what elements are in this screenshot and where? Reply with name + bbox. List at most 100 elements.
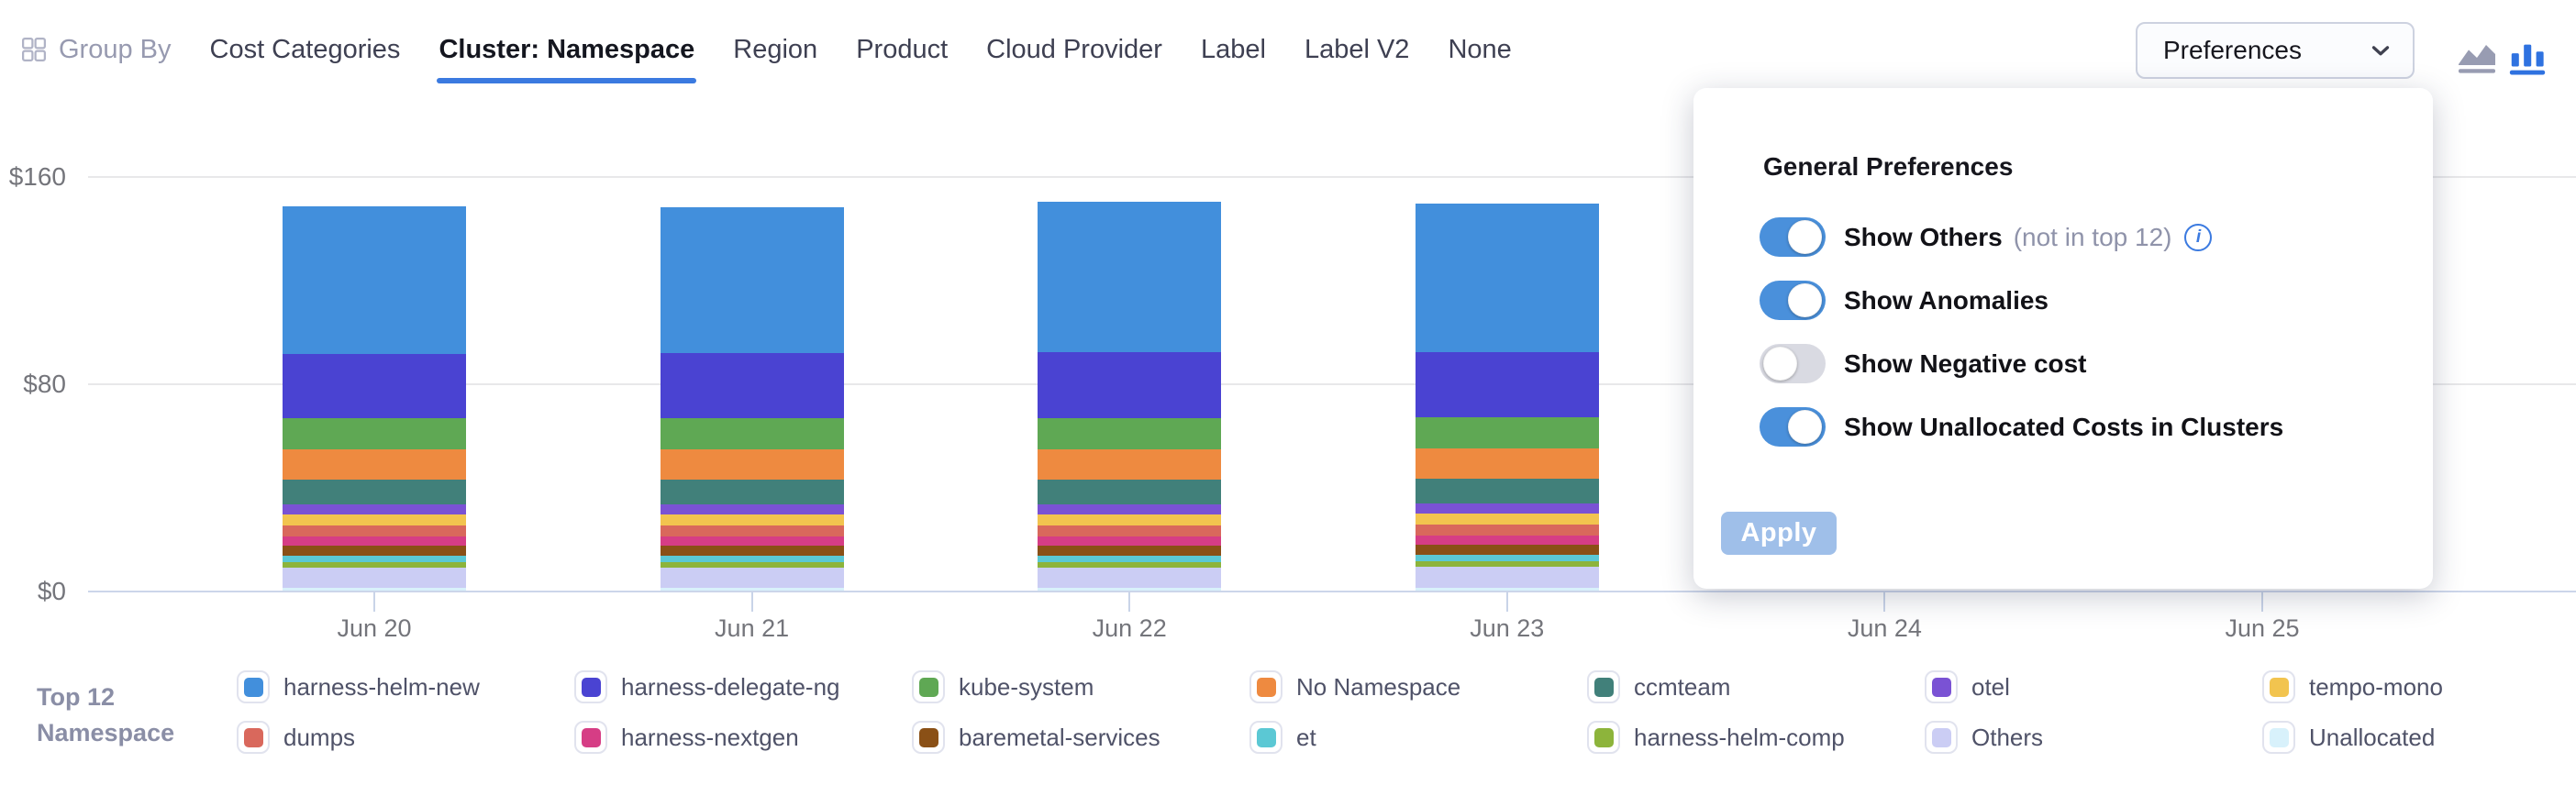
bar-segment-harness-helm-comp[interactable] bbox=[1038, 561, 1222, 568]
legend-item-others[interactable]: Others bbox=[1925, 721, 2043, 754]
bar-segment-no-namespace[interactable] bbox=[660, 448, 844, 480]
bar-segment-harness-helm-comp[interactable] bbox=[1415, 560, 1599, 567]
bar-segment-et[interactable] bbox=[1415, 554, 1599, 561]
bar-segment-et[interactable] bbox=[1038, 555, 1222, 562]
bar-segment-others[interactable] bbox=[1038, 567, 1222, 588]
bar-segment-kube-system[interactable] bbox=[660, 417, 844, 449]
bar-segment-otel[interactable] bbox=[283, 504, 466, 515]
bar-segment-baremetal-services[interactable] bbox=[283, 545, 466, 556]
info-icon[interactable]: i bbox=[2184, 223, 2213, 251]
legend-item-harness-helm-comp[interactable]: harness-helm-comp bbox=[1587, 721, 1845, 754]
bar-jun-22[interactable] bbox=[1038, 201, 1222, 591]
bar-segment-kube-system[interactable] bbox=[1038, 417, 1222, 449]
bar-segment-no-namespace[interactable] bbox=[1038, 448, 1222, 480]
legend-item-dumps[interactable]: dumps bbox=[237, 721, 355, 754]
bar-segment-harness-nextgen[interactable] bbox=[1415, 535, 1599, 545]
bar-chart-icon[interactable] bbox=[2506, 37, 2548, 82]
show-negative-cost-toggle[interactable] bbox=[1760, 344, 1826, 383]
legend-item-otel[interactable]: otel bbox=[1925, 670, 2010, 703]
bar-jun-20[interactable] bbox=[283, 205, 466, 591]
bar-segment-otel[interactable] bbox=[1415, 503, 1599, 514]
bar-segment-baremetal-services[interactable] bbox=[660, 545, 844, 556]
legend-color-chip bbox=[1925, 670, 1958, 703]
bar-segment-otel[interactable] bbox=[660, 503, 844, 514]
bar-segment-unallocated[interactable] bbox=[660, 587, 844, 591]
bar-segment-harness-delegate-ng[interactable] bbox=[1038, 351, 1222, 418]
bar-segment-tempo-mono[interactable] bbox=[283, 514, 466, 526]
bar-segment-harness-nextgen[interactable] bbox=[1038, 536, 1222, 546]
tab-cloud-provider[interactable]: Cloud Provider bbox=[986, 34, 1162, 64]
apply-button[interactable]: Apply bbox=[1721, 512, 1837, 555]
x-axis-label: Jun 21 bbox=[715, 614, 790, 642]
bar-segment-unallocated[interactable] bbox=[1038, 587, 1222, 591]
toggle-label-text: Show Negative cost bbox=[1844, 348, 2087, 378]
legend-item-ccmteam[interactable]: ccmteam bbox=[1587, 670, 1730, 703]
bar-segment-harness-helm-new[interactable] bbox=[283, 205, 466, 354]
toggle-label-suffix: (not in top 12) bbox=[2013, 222, 2172, 251]
tab-label[interactable]: Label bbox=[1200, 34, 1266, 64]
bar-segment-dumps[interactable] bbox=[1415, 524, 1599, 536]
bar-segment-others[interactable] bbox=[660, 567, 844, 588]
bar-segment-otel[interactable] bbox=[1038, 503, 1222, 514]
bar-segment-kube-system[interactable] bbox=[283, 418, 466, 450]
bar-segment-harness-nextgen[interactable] bbox=[660, 536, 844, 546]
bar-segment-harness-helm-comp[interactable] bbox=[283, 562, 466, 568]
bar-segment-no-namespace[interactable] bbox=[283, 449, 466, 481]
bar-segment-unallocated[interactable] bbox=[1415, 587, 1599, 591]
gridline bbox=[88, 383, 2576, 385]
bar-jun-21[interactable] bbox=[660, 206, 844, 591]
bar-segment-no-namespace[interactable] bbox=[1415, 448, 1599, 479]
legend-item-harness-delegate-ng[interactable]: harness-delegate-ng bbox=[574, 670, 840, 703]
bar-segment-ccmteam[interactable] bbox=[283, 480, 466, 505]
bar-segment-harness-helm-new[interactable] bbox=[1415, 204, 1599, 353]
legend-item-tempo-mono[interactable]: tempo-mono bbox=[2262, 670, 2443, 703]
bar-segment-kube-system[interactable] bbox=[1415, 416, 1599, 448]
bar-segment-harness-delegate-ng[interactable] bbox=[660, 353, 844, 418]
bar-segment-baremetal-services[interactable] bbox=[1415, 544, 1599, 555]
bar-segment-tempo-mono[interactable] bbox=[1415, 514, 1599, 525]
bar-segment-others[interactable] bbox=[283, 567, 466, 588]
legend-item-label: kube-system bbox=[959, 672, 1094, 701]
legend-item-kube-system[interactable]: kube-system bbox=[912, 670, 1094, 703]
show-unallocated-costs-in-clusters-toggle[interactable] bbox=[1760, 407, 1826, 447]
legend-item-baremetal-services[interactable]: baremetal-services bbox=[912, 721, 1160, 754]
legend-item-harness-nextgen[interactable]: harness-nextgen bbox=[574, 721, 799, 754]
bar-segment-et[interactable] bbox=[283, 555, 466, 563]
preferences-button[interactable]: Preferences bbox=[2136, 22, 2415, 79]
bar-segment-harness-helm-new[interactable] bbox=[1038, 201, 1222, 352]
bar-segment-ccmteam[interactable] bbox=[1038, 479, 1222, 504]
bar-segment-ccmteam[interactable] bbox=[660, 479, 844, 504]
bar-segment-dumps[interactable] bbox=[1038, 525, 1222, 536]
legend-item-no-namespace[interactable]: No Namespace bbox=[1249, 670, 1460, 703]
bar-segment-others[interactable] bbox=[1415, 566, 1599, 588]
tab-cost-categories[interactable]: Cost Categories bbox=[209, 34, 401, 64]
bar-segment-tempo-mono[interactable] bbox=[660, 514, 844, 525]
tab-label-v2[interactable]: Label V2 bbox=[1304, 34, 1410, 64]
bar-segment-et[interactable] bbox=[660, 555, 844, 562]
tab-none[interactable]: None bbox=[1448, 34, 1512, 64]
bar-segment-tempo-mono[interactable] bbox=[1038, 514, 1222, 525]
legend-item-harness-helm-new[interactable]: harness-helm-new bbox=[237, 670, 480, 703]
bar-segment-dumps[interactable] bbox=[660, 525, 844, 536]
tab-region[interactable]: Region bbox=[733, 34, 818, 64]
show-others-toggle[interactable] bbox=[1760, 217, 1826, 257]
bar-segment-baremetal-services[interactable] bbox=[1038, 545, 1222, 556]
bar-segment-unallocated[interactable] bbox=[283, 587, 466, 591]
bar-segment-harness-delegate-ng[interactable] bbox=[283, 353, 466, 419]
bar-segment-harness-helm-new[interactable] bbox=[660, 206, 844, 354]
bar-segment-ccmteam[interactable] bbox=[1415, 478, 1599, 504]
toggle-label: Show Negative cost bbox=[1844, 349, 2087, 379]
show-anomalies-toggle[interactable] bbox=[1760, 281, 1826, 320]
bar-jun-23[interactable] bbox=[1415, 204, 1599, 591]
legend-item-et[interactable]: et bbox=[1249, 721, 1316, 754]
tab-cluster-namespace[interactable]: Cluster: Namespace bbox=[437, 34, 697, 83]
bar-segment-dumps[interactable] bbox=[283, 525, 466, 537]
area-chart-icon[interactable] bbox=[2455, 37, 2499, 80]
tab-product[interactable]: Product bbox=[856, 34, 949, 64]
preferences-toggles: Show Others (not in top 12) i Show Anomalie… bbox=[1760, 205, 2405, 459]
bar-segment-harness-delegate-ng[interactable] bbox=[1415, 352, 1599, 417]
bar-segment-harness-nextgen[interactable] bbox=[283, 536, 466, 546]
legend-item-label: et bbox=[1296, 723, 1316, 751]
bar-segment-harness-helm-comp[interactable] bbox=[660, 561, 844, 568]
legend-item-unallocated[interactable]: Unallocated bbox=[2262, 721, 2435, 754]
